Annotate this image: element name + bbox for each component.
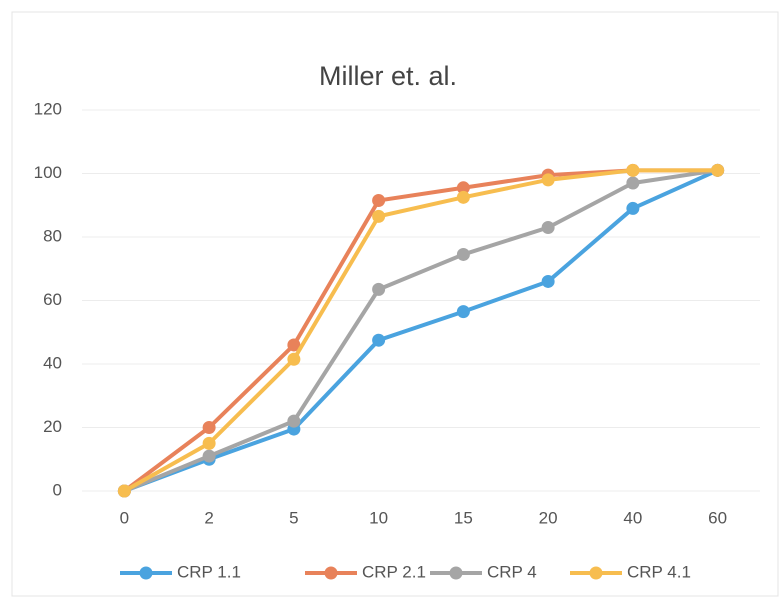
data-point [287,414,301,428]
data-point [711,163,725,177]
data-point [626,163,640,177]
legend-label: CRP 4.1 [627,562,691,581]
series-line [123,168,719,493]
data-point [456,181,470,195]
data-point [456,190,470,204]
y-tick-label: 60 [43,290,62,309]
x-tick-label: 2 [204,508,213,527]
y-tick-label: 20 [43,417,62,436]
x-tick-label: 15 [454,508,473,527]
legend-label: CRP 4 [487,562,537,581]
data-point [202,436,216,450]
data-point [202,449,216,463]
chart-border [11,11,779,597]
data-point [541,274,555,288]
legend-label: CRP 1.1 [177,562,241,581]
x-tick-label: 60 [708,508,727,527]
data-point [626,201,640,215]
y-tick-label: 120 [34,99,62,118]
x-tick-label: 10 [369,508,388,527]
data-point [456,305,470,319]
data-point [541,220,555,234]
legend-marker [589,566,603,580]
series-line [123,168,718,493]
chart-title: Miller et. al. [319,61,457,91]
x-tick-label: 5 [289,508,298,527]
data-point [202,421,216,434]
y-tick-label: 80 [43,226,62,245]
y-tick-label: 0 [53,480,62,499]
data-point [372,333,386,347]
legend-marker [324,566,338,580]
data-point [456,247,470,261]
x-tick-label: 20 [539,508,558,527]
legend-marker [449,566,463,580]
data-point [117,484,131,498]
series-line [123,168,718,493]
y-tick-label: 40 [43,353,62,372]
legend-label: CRP 2.1 [362,562,426,581]
legend-marker [139,566,153,580]
data-point [287,352,301,366]
y-tick-label: 100 [34,163,62,182]
data-point [626,176,640,190]
x-tick-label: 0 [120,508,129,527]
data-point [372,193,386,207]
data-point [287,338,301,352]
data-point [541,173,555,187]
data-point [372,209,386,223]
data-point [372,282,386,296]
x-tick-label: 40 [623,508,642,527]
